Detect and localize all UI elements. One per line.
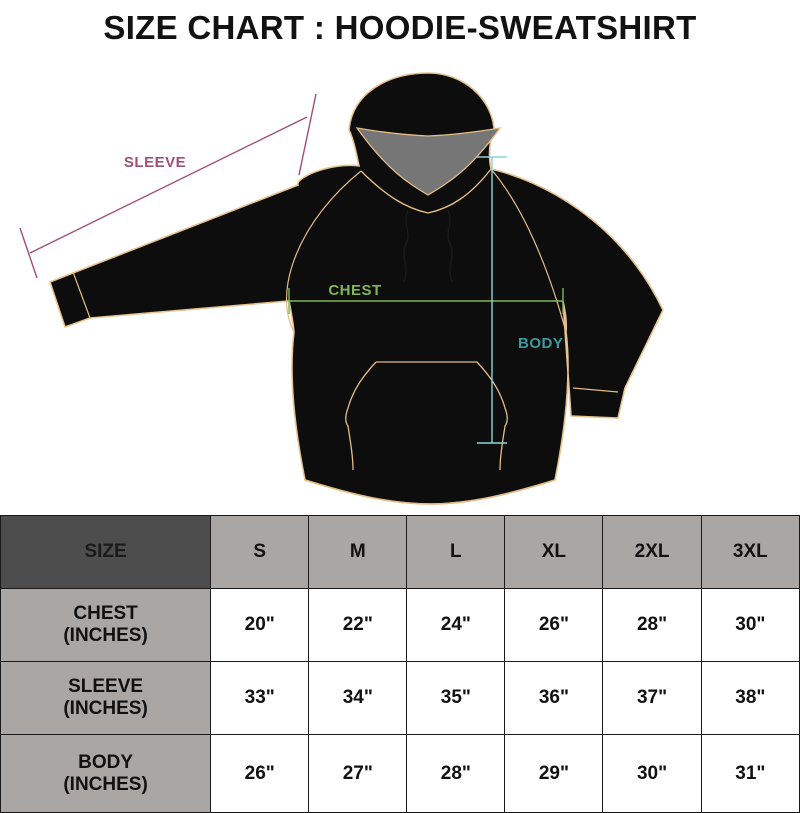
svg-text:CHEST: CHEST bbox=[328, 282, 381, 299]
svg-text:BODY: BODY bbox=[518, 335, 563, 352]
svg-text:SLEEVE: SLEEVE bbox=[124, 154, 186, 171]
